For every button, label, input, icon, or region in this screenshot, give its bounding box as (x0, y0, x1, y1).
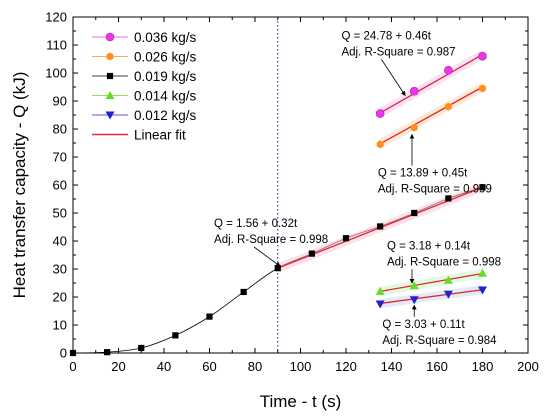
y-tick-label: 100 (45, 66, 67, 81)
data-point (240, 288, 247, 296)
fit-r-square: Adj. R-Square = 0.999 (378, 184, 492, 196)
data-point (377, 223, 384, 230)
y-tick-label: 0 (60, 346, 67, 361)
x-tick-label: 80 (248, 359, 262, 374)
legend-marker (105, 91, 115, 99)
legend-label: 0.026 kg/s (134, 50, 197, 65)
x-tick-label: 180 (472, 359, 494, 374)
legend-marker (106, 72, 114, 80)
legend-marker (106, 52, 114, 61)
data-point (409, 86, 419, 96)
fit-r-square: Adj. R-Square = 0.987 (341, 46, 455, 58)
data-point (274, 265, 281, 272)
fit-equation: Q = 13.89 + 0.45t (378, 168, 468, 180)
data-point (411, 209, 418, 217)
data-point (409, 296, 419, 305)
data-point (479, 84, 486, 93)
data-point (375, 109, 385, 118)
legend-label: 0.036 kg/s (134, 30, 197, 45)
y-tick-label: 70 (53, 150, 67, 165)
y-tick-label: 80 (53, 122, 67, 137)
data-point (69, 349, 77, 357)
y-tick-label: 10 (53, 318, 67, 333)
data-point (375, 300, 385, 309)
legend-label: 0.014 kg/s (134, 89, 197, 104)
legend-label: 0.012 kg/s (134, 108, 197, 123)
x-tick-label: 140 (381, 359, 403, 374)
x-tick-label: 60 (202, 359, 216, 374)
x-tick-label: 0 (69, 359, 76, 374)
data-point (172, 332, 179, 339)
annotation-arrow (253, 246, 281, 267)
x-tick-label: 160 (426, 359, 448, 374)
x-tick-label: 200 (517, 359, 539, 374)
fit-equation: Q = 1.56 + 0.32t (214, 218, 298, 230)
fit-equation: Q = 3.03 + 0.11t (382, 319, 465, 331)
fit-equation: Q = 24.78 + 0.46t (341, 30, 431, 42)
fit-equation: Q = 3.18 + 0.14t (387, 240, 471, 252)
x-tick-label: 40 (157, 359, 171, 374)
data-point (444, 102, 452, 111)
legend-label: Linear fit (134, 128, 186, 143)
legend-marker (105, 111, 115, 120)
y-tick-label: 90 (53, 94, 67, 109)
data-point (409, 281, 419, 290)
data-point (376, 140, 384, 149)
fit-r-square: Adj. R-Square = 0.984 (382, 335, 497, 347)
data-point (444, 65, 453, 75)
fit-line (380, 272, 483, 293)
fit-line (380, 289, 483, 305)
fit-line (379, 53, 483, 114)
y-tick-label: 120 (45, 10, 67, 25)
data-point (479, 184, 486, 191)
data-point (342, 235, 350, 242)
fit-r-square: Adj. R-Square = 0.998 (387, 256, 501, 268)
annotation-arrow (381, 59, 406, 97)
fit-line (379, 86, 483, 145)
data-point (445, 195, 452, 202)
y-tick-label: 60 (53, 178, 67, 193)
legend-marker (105, 32, 115, 42)
data-point (478, 51, 487, 61)
data-point (138, 344, 145, 352)
data-point (410, 123, 418, 132)
x-tick-label: 100 (290, 359, 312, 374)
data-point (308, 250, 315, 257)
x-tick-label: 20 (111, 359, 125, 374)
y-tick-label: 110 (46, 38, 67, 53)
x-axis-title: Time - t (s) (260, 392, 342, 411)
x-tick-label: 120 (335, 359, 357, 374)
data-point (206, 313, 213, 320)
legend-label: 0.019 kg/s (134, 69, 197, 84)
y-tick-label: 20 (53, 290, 67, 305)
data-point (104, 349, 111, 356)
data-point (443, 275, 453, 284)
data-point (478, 286, 487, 295)
y-axis-title: Heat transfer capacity - Q (kJ) (10, 72, 29, 299)
data-point (375, 286, 385, 295)
y-tick-label: 50 (53, 206, 67, 221)
y-tick-label: 40 (53, 234, 67, 249)
y-tick-label: 30 (53, 262, 67, 277)
fit-r-square: Adj. R-Square = 0.998 (214, 234, 328, 246)
legend: 0.036 kg/s 0.026 kg/s 0.019 kg/s 0.014 kg/s… (92, 30, 197, 143)
data-point (478, 268, 487, 277)
data-point (443, 290, 453, 299)
